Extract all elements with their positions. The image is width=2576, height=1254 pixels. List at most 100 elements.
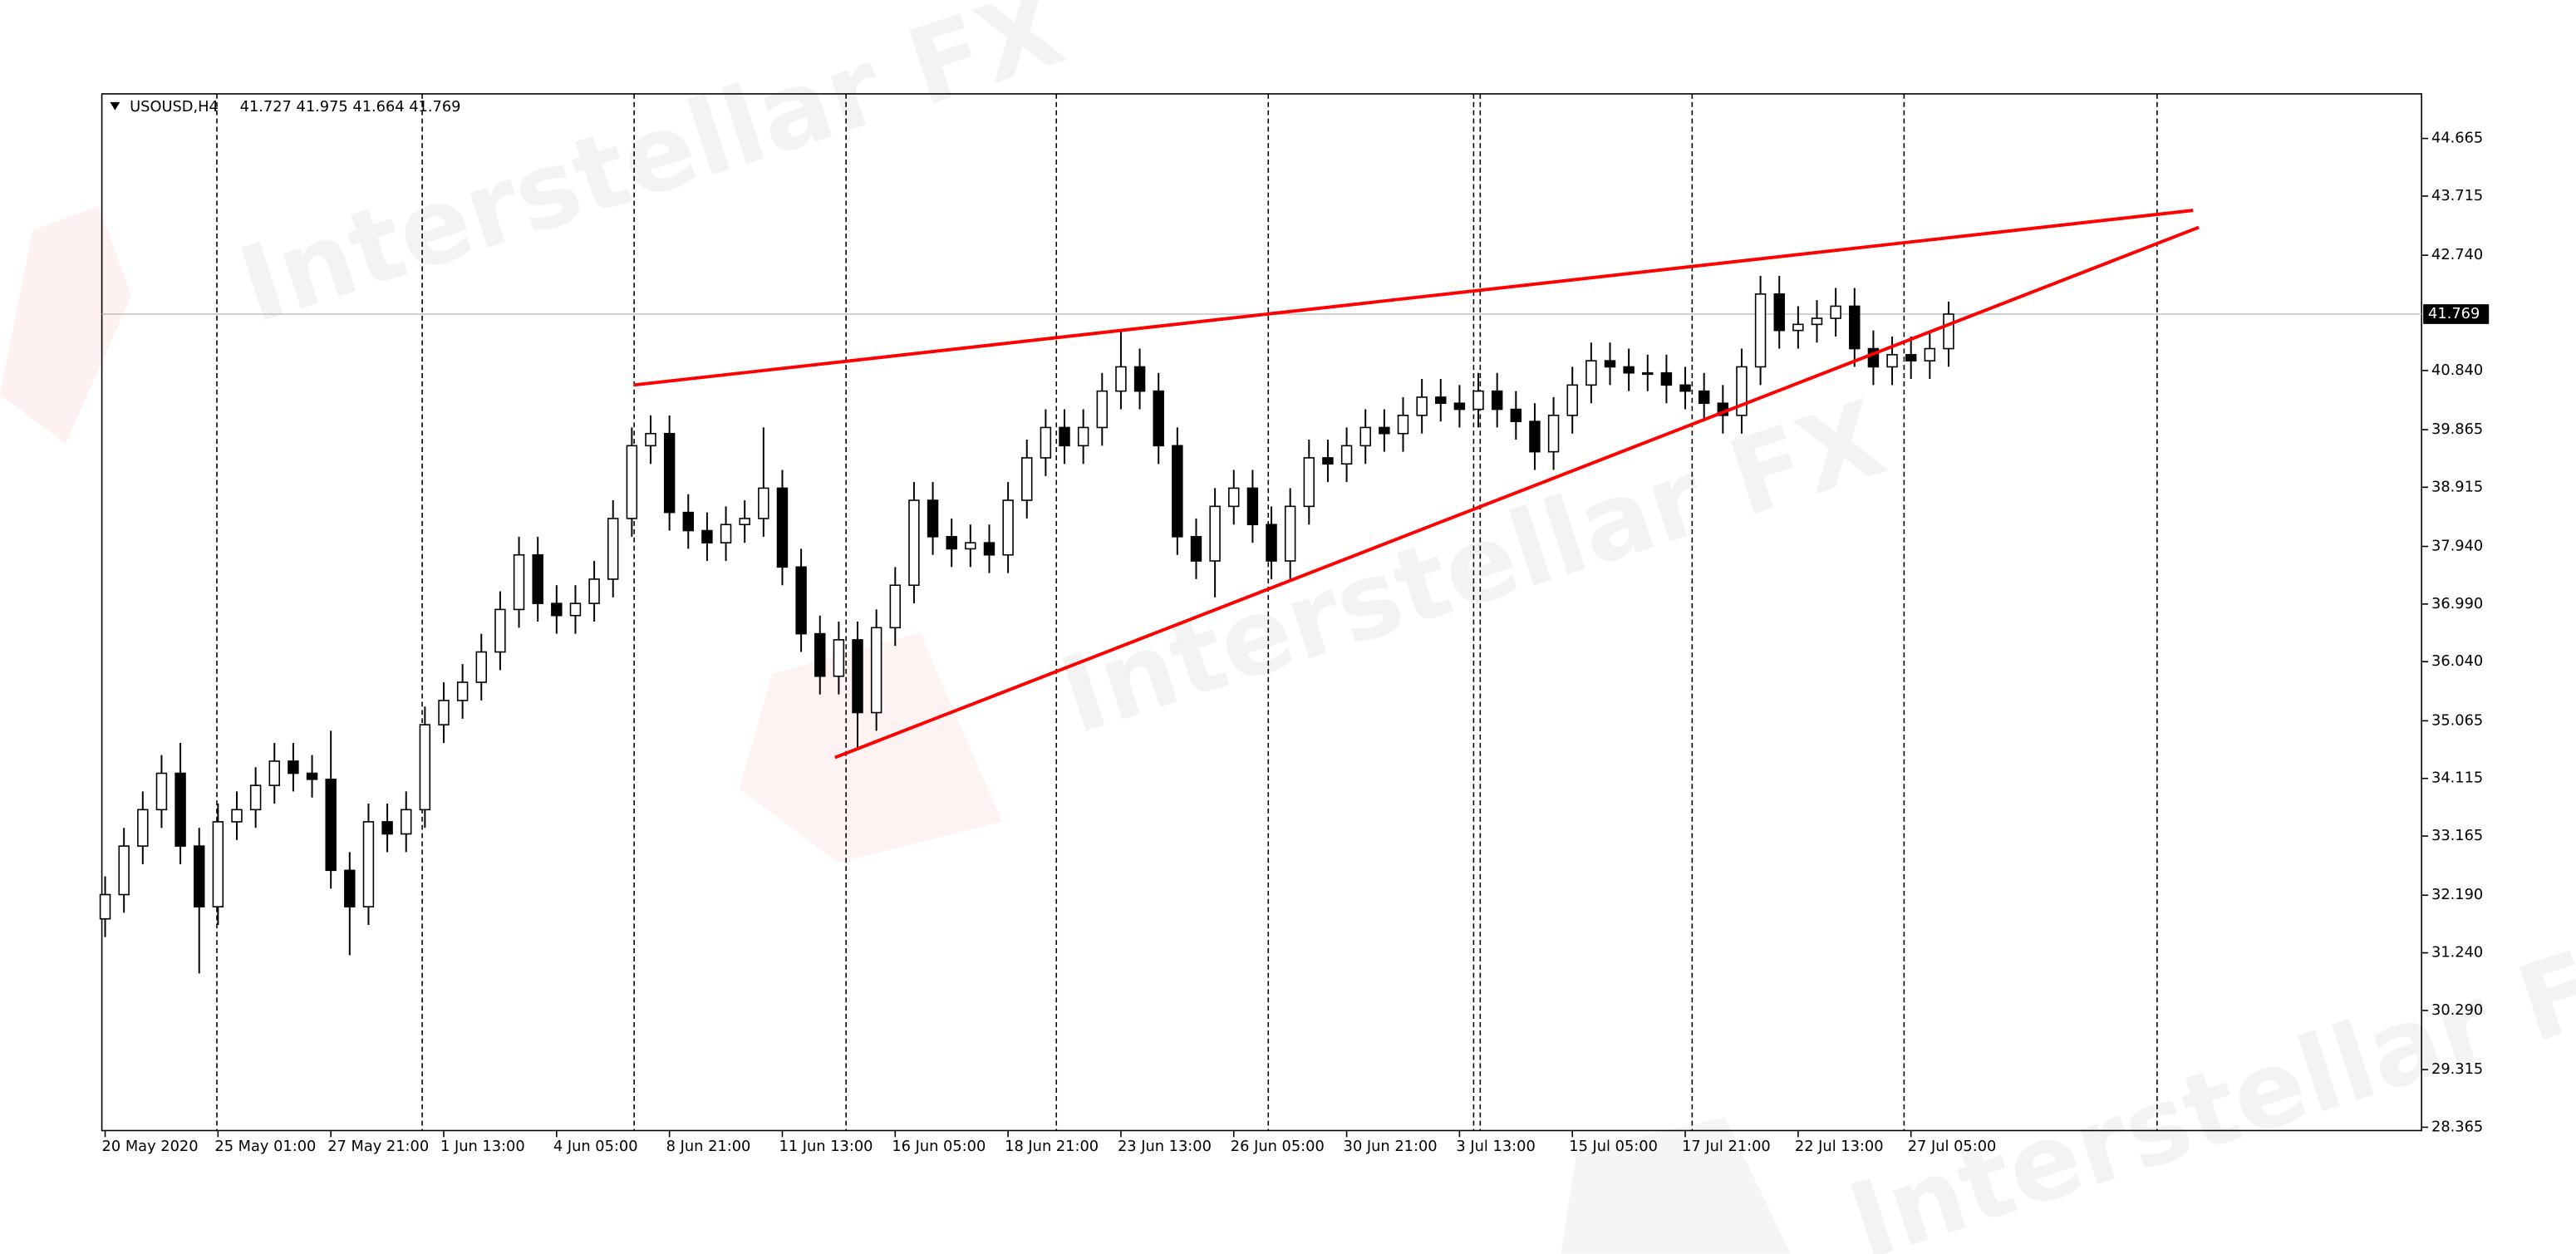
candle-body xyxy=(1397,415,1409,435)
candle-body xyxy=(814,632,826,677)
candle-body xyxy=(494,608,506,653)
candle-body xyxy=(1529,420,1541,453)
candle-body xyxy=(1585,360,1597,386)
candle-body xyxy=(927,499,939,538)
y-tick-label: 38.915 xyxy=(2431,478,2483,495)
y-tick-label: 37.940 xyxy=(2431,538,2483,555)
candle-body xyxy=(475,651,487,683)
x-tick-label: 20 May 2020 xyxy=(102,1138,199,1155)
x-tick-label: 23 Jun 13:00 xyxy=(1118,1138,1212,1155)
candle-body xyxy=(701,529,713,543)
candle-body xyxy=(137,809,149,847)
candle-body xyxy=(419,724,431,811)
candle-body xyxy=(1077,426,1089,447)
candle-body xyxy=(1849,305,1861,350)
candle-body xyxy=(1359,426,1371,447)
candle-body xyxy=(1566,384,1578,416)
y-tick-label: 35.065 xyxy=(2431,711,2483,729)
candle-body xyxy=(193,845,205,907)
candle-body xyxy=(1472,390,1484,411)
candle-body xyxy=(1340,445,1353,465)
candle-body xyxy=(268,760,280,786)
y-tick-label: 31.240 xyxy=(2431,944,2483,961)
candle-body xyxy=(1943,313,1954,350)
candle-body xyxy=(456,681,469,701)
y-tick-label: 42.740 xyxy=(2431,246,2483,263)
candle-body xyxy=(1867,347,1880,368)
y-tick-label: 32.190 xyxy=(2431,886,2483,903)
candle-body xyxy=(1811,317,1823,326)
candle-body xyxy=(720,524,732,543)
candle-body xyxy=(1886,354,1898,368)
candle-body xyxy=(1547,415,1560,453)
y-tick-label: 33.165 xyxy=(2431,827,2483,844)
candle-body xyxy=(1040,426,1052,459)
logo-mark xyxy=(0,205,132,445)
candle-body xyxy=(1792,323,1804,332)
candle-body xyxy=(1246,487,1259,526)
candle-body xyxy=(1679,384,1691,392)
x-tick-label: 15 Jul 05:00 xyxy=(1569,1138,1658,1155)
candle-body xyxy=(908,499,920,587)
x-tick-label: 27 Jul 05:00 xyxy=(1908,1138,1997,1155)
candle-body xyxy=(325,779,337,872)
candle-body xyxy=(532,553,543,604)
candle-body xyxy=(1830,305,1841,319)
y-tick-label: 29.315 xyxy=(2431,1060,2483,1078)
watermark: Interstellar FX xyxy=(1047,377,1899,758)
candle-body xyxy=(1153,390,1164,447)
candle-body xyxy=(1510,408,1522,422)
candle-body xyxy=(1172,445,1183,538)
period-separators xyxy=(216,93,2158,1131)
menu-arrow[interactable] xyxy=(110,101,120,111)
candle-body xyxy=(381,821,393,835)
x-tick-label: 30 Jun 21:00 xyxy=(1344,1138,1438,1155)
candle-body xyxy=(1736,366,1748,416)
last-price-label: 41.769 xyxy=(2428,305,2480,322)
candle-body xyxy=(889,584,902,629)
candle-body xyxy=(1228,487,1240,508)
candle-body xyxy=(1642,371,1654,376)
x-tick-label: 25 May 01:00 xyxy=(214,1138,316,1155)
candle-body xyxy=(870,627,882,714)
x-tick-label: 22 Jul 13:00 xyxy=(1795,1138,1884,1155)
chart-title: USOUSD,H4 xyxy=(130,98,219,116)
candle-body xyxy=(1002,499,1014,556)
candle-body xyxy=(1379,426,1390,435)
candle-body xyxy=(362,821,375,907)
candle-body xyxy=(965,542,976,550)
y-tick-label: 34.115 xyxy=(2431,770,2483,787)
last-price-box xyxy=(2423,304,2490,324)
candle-body xyxy=(1491,390,1503,411)
candle-body xyxy=(231,809,243,823)
candles xyxy=(99,275,1954,974)
x-tick-label: 1 Jun 13:00 xyxy=(440,1138,525,1155)
candle-body xyxy=(212,821,224,907)
x-tick-label: 26 Jun 05:00 xyxy=(1231,1138,1325,1155)
x-tick-label: 4 Jun 05:00 xyxy=(553,1138,638,1155)
candle-body xyxy=(1924,347,1936,361)
candle-body xyxy=(438,700,450,725)
candle-body xyxy=(1416,396,1428,416)
candle-body xyxy=(776,487,789,568)
x-tick-label: 3 Jul 13:00 xyxy=(1456,1138,1535,1155)
candle-body xyxy=(1021,457,1033,501)
candle-body xyxy=(1660,371,1673,386)
candle-body xyxy=(1453,402,1466,411)
candle-body xyxy=(1303,457,1315,508)
candle-body xyxy=(569,602,582,617)
candle-body xyxy=(626,445,638,519)
y-tick-label: 40.840 xyxy=(2431,361,2483,379)
candle-body xyxy=(306,772,318,780)
candle-body xyxy=(513,553,525,611)
candle-body xyxy=(1284,505,1296,562)
candle-body xyxy=(155,772,168,811)
candle-body xyxy=(645,432,656,447)
logo-mark xyxy=(1561,1117,1791,1254)
chart-quote: 41.727 41.975 41.664 41.769 xyxy=(240,98,461,116)
x-tick-label: 16 Jun 05:00 xyxy=(892,1138,986,1155)
candle-body xyxy=(1096,390,1109,429)
y-tick-label: 43.715 xyxy=(2431,187,2483,204)
